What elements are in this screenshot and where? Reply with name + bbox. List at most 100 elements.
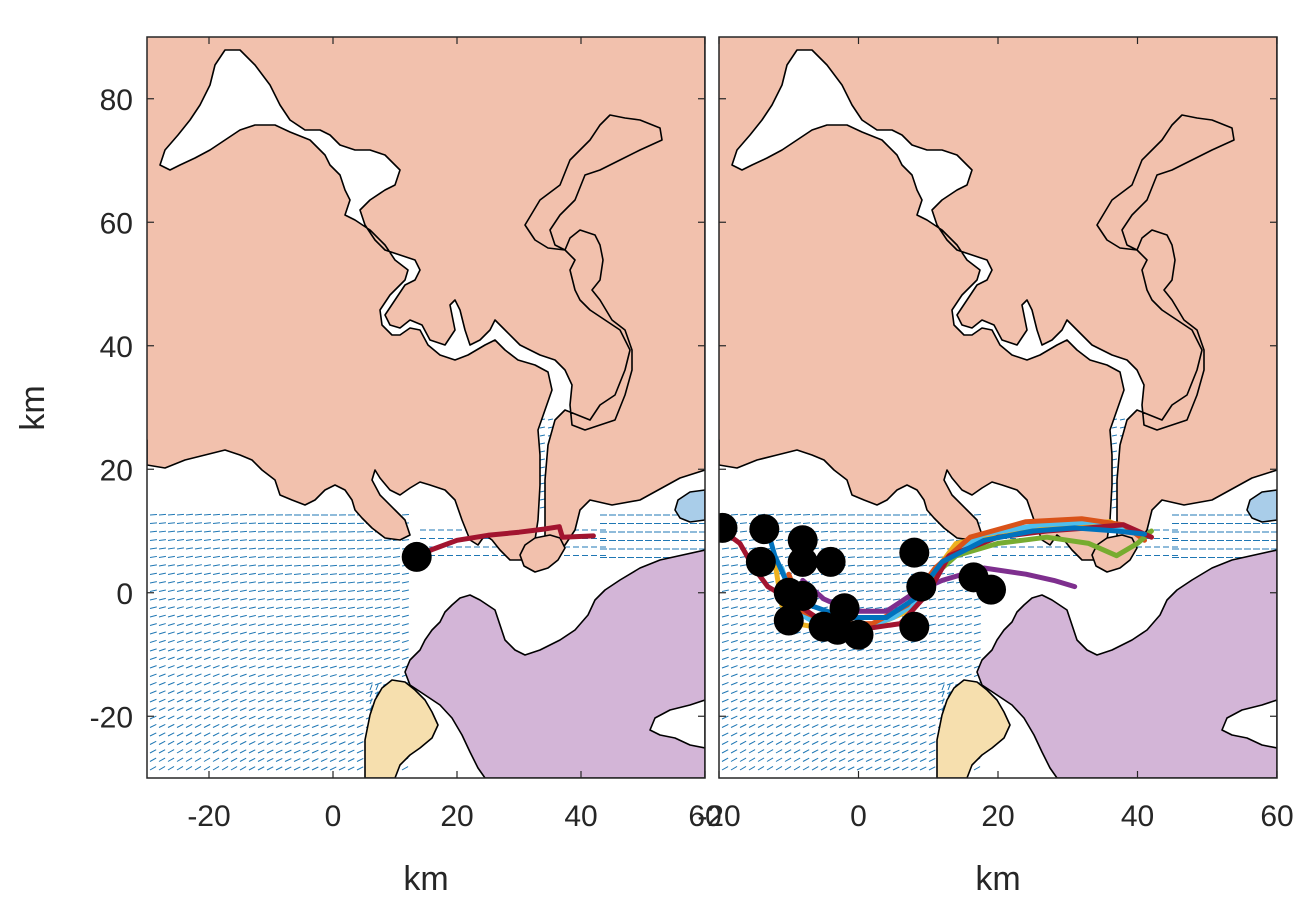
current-vector <box>883 724 891 728</box>
current-vector <box>230 631 238 635</box>
current-vector <box>784 522 793 524</box>
current-vector <box>892 556 901 558</box>
current-vector <box>221 539 230 541</box>
current-vector <box>212 681 220 686</box>
current-vector <box>730 597 738 601</box>
current-vector <box>1111 434 1117 437</box>
current-vector <box>266 573 275 575</box>
current-vector <box>892 766 900 771</box>
current-vector <box>383 606 391 609</box>
current-vector <box>937 623 945 626</box>
current-vector <box>149 732 157 737</box>
current-vector <box>320 648 328 652</box>
current-vector <box>937 690 945 694</box>
current-vector <box>539 474 545 477</box>
current-vector <box>347 699 355 703</box>
current-vector <box>874 690 882 694</box>
current-vector <box>302 707 310 711</box>
current-vector <box>766 681 774 686</box>
current-vector <box>401 656 409 660</box>
current-vector <box>338 632 346 635</box>
current-vector <box>230 572 238 575</box>
start-point-2 <box>749 514 780 545</box>
current-vector <box>901 749 909 754</box>
current-vector <box>176 698 184 703</box>
current-vector <box>266 564 275 567</box>
current-vector <box>383 631 391 635</box>
current-vector <box>257 547 266 550</box>
current-vector <box>302 632 310 635</box>
current-vector <box>221 766 229 771</box>
current-vector <box>365 690 373 694</box>
current-vector <box>748 732 756 737</box>
current-vector <box>847 648 855 652</box>
current-vector <box>194 589 202 592</box>
current-vector <box>176 749 184 754</box>
current-vector <box>167 665 175 669</box>
current-vector <box>311 741 319 745</box>
current-vector <box>811 682 819 686</box>
current-vector <box>302 682 310 686</box>
current-vector <box>401 631 409 635</box>
current-vector <box>311 598 319 601</box>
current-vector <box>176 648 184 652</box>
current-vector <box>838 657 846 660</box>
current-vector <box>185 547 193 550</box>
current-vector <box>293 724 301 728</box>
current-vector <box>392 589 400 592</box>
current-vector <box>721 732 729 737</box>
current-vector <box>167 656 175 660</box>
current-vector <box>883 640 891 643</box>
current-vector <box>356 623 364 626</box>
current-vector <box>766 581 774 584</box>
current-vector <box>748 614 756 618</box>
current-vector <box>194 656 202 660</box>
current-vector <box>793 648 801 652</box>
current-vector <box>937 665 945 669</box>
current-vector <box>838 732 846 737</box>
current-vector <box>284 690 292 694</box>
current-vector <box>167 648 175 652</box>
current-vector <box>293 707 301 711</box>
start-point-3 <box>745 546 776 577</box>
current-vector <box>320 581 329 584</box>
current-vector <box>739 732 747 737</box>
current-vector <box>820 707 828 711</box>
current-vector <box>149 707 157 711</box>
current-vector <box>847 547 856 550</box>
current-vector <box>928 757 936 762</box>
current-vector <box>257 640 265 643</box>
current-vector <box>302 741 310 745</box>
current-vector <box>356 547 365 550</box>
start-point-13 <box>843 619 874 650</box>
current-vector <box>284 665 292 669</box>
current-vector <box>865 707 873 711</box>
current-vector <box>329 766 337 771</box>
current-vector <box>739 581 747 584</box>
current-vector <box>874 640 882 643</box>
current-vector <box>365 648 373 652</box>
current-vector <box>221 547 230 550</box>
current-vector <box>856 749 864 754</box>
current-vector <box>239 606 247 609</box>
y-tick-label: 0 <box>116 578 133 611</box>
current-vector <box>347 665 355 669</box>
current-vector <box>829 539 838 541</box>
current-vector <box>320 606 328 609</box>
current-vector <box>374 572 382 575</box>
current-vector <box>955 623 963 626</box>
current-vector <box>248 648 256 652</box>
current-vector <box>928 657 936 660</box>
current-vector <box>838 757 846 762</box>
current-vector <box>266 589 274 592</box>
current-vector <box>802 639 810 643</box>
current-vector <box>329 556 338 558</box>
current-vector <box>757 597 765 601</box>
current-vector <box>383 656 391 660</box>
current-vector <box>802 757 810 762</box>
current-vector <box>856 657 864 660</box>
current-vector <box>757 707 765 711</box>
current-vector <box>239 572 247 575</box>
current-vector <box>775 681 783 686</box>
current-vector <box>748 656 756 660</box>
